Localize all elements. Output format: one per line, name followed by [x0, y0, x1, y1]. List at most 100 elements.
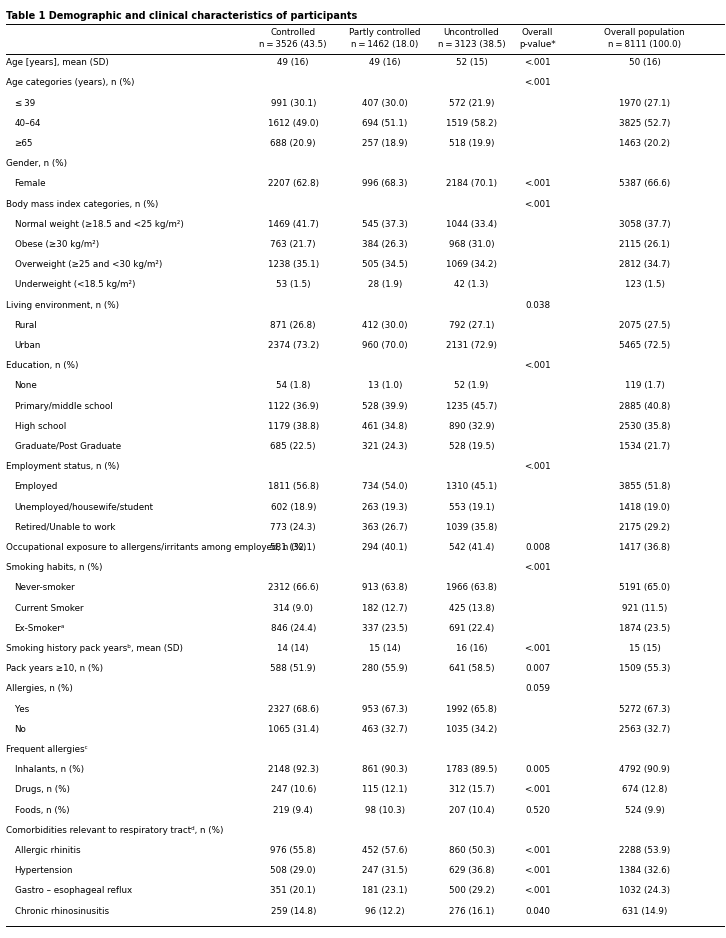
Text: 0.059: 0.059 [525, 685, 550, 693]
Text: <.001: <.001 [524, 462, 551, 471]
Text: 2288 (53.9): 2288 (53.9) [619, 846, 670, 855]
Text: 182 (12.7): 182 (12.7) [362, 603, 408, 613]
Text: Rural: Rural [15, 321, 37, 330]
Text: 280 (55.9): 280 (55.9) [362, 664, 408, 673]
Text: Uncontrolled: Uncontrolled [444, 28, 499, 38]
Text: 207 (10.4): 207 (10.4) [449, 806, 494, 814]
Text: Inhalants, n (%): Inhalants, n (%) [15, 765, 83, 774]
Text: 1039 (35.8): 1039 (35.8) [446, 522, 497, 532]
Text: <.001: <.001 [524, 886, 551, 896]
Text: 14 (14): 14 (14) [277, 644, 309, 653]
Text: 49 (16): 49 (16) [370, 58, 401, 68]
Text: 1992 (65.8): 1992 (65.8) [446, 704, 497, 714]
Text: Drugs, n (%): Drugs, n (%) [15, 785, 70, 794]
Text: 553 (19.1): 553 (19.1) [449, 503, 494, 511]
Text: 3855 (51.8): 3855 (51.8) [619, 482, 670, 492]
Text: 463 (32.7): 463 (32.7) [362, 725, 408, 734]
Text: 407 (30.0): 407 (30.0) [362, 98, 408, 108]
Text: 694 (51.1): 694 (51.1) [362, 119, 408, 128]
Text: <.001: <.001 [524, 58, 551, 68]
Text: n = 8111 (100.0): n = 8111 (100.0) [608, 40, 681, 50]
Text: 312 (15.7): 312 (15.7) [449, 785, 494, 794]
Text: 0.007: 0.007 [525, 664, 550, 673]
Text: 1519 (58.2): 1519 (58.2) [446, 119, 497, 128]
Text: 1418 (19.0): 1418 (19.0) [619, 503, 670, 511]
Text: Retired/Unable to work: Retired/Unable to work [15, 522, 115, 532]
Text: Allergies, n (%): Allergies, n (%) [6, 685, 73, 693]
Text: Age [years], mean (SD): Age [years], mean (SD) [6, 58, 109, 68]
Text: 542 (41.4): 542 (41.4) [449, 543, 494, 552]
Text: 1065 (31.4): 1065 (31.4) [268, 725, 319, 734]
Text: Overall: Overall [522, 28, 553, 38]
Text: 500 (29.2): 500 (29.2) [449, 886, 494, 896]
Text: Partly controlled: Partly controlled [349, 28, 421, 38]
Text: Living environment, n (%): Living environment, n (%) [6, 300, 119, 310]
Text: 53 (1.5): 53 (1.5) [276, 280, 311, 289]
Text: Gender, n (%): Gender, n (%) [6, 159, 67, 168]
Text: 247 (31.5): 247 (31.5) [362, 866, 408, 875]
Text: n = 3526 (43.5): n = 3526 (43.5) [259, 40, 327, 50]
Text: 5191 (65.0): 5191 (65.0) [619, 583, 670, 593]
Text: n = 3123 (38.5): n = 3123 (38.5) [438, 40, 505, 50]
Text: 219 (9.4): 219 (9.4) [274, 806, 313, 814]
Text: 15 (15): 15 (15) [629, 644, 661, 653]
Text: 2327 (68.6): 2327 (68.6) [268, 704, 319, 714]
Text: <.001: <.001 [524, 200, 551, 208]
Text: 921 (11.5): 921 (11.5) [622, 603, 667, 613]
Text: 1384 (32.6): 1384 (32.6) [619, 866, 670, 875]
Text: 54 (1.8): 54 (1.8) [276, 382, 311, 390]
Text: 518 (19.9): 518 (19.9) [449, 139, 494, 148]
Text: Urban: Urban [15, 340, 41, 350]
Text: 0.005: 0.005 [525, 765, 550, 774]
Text: 524 (9.9): 524 (9.9) [625, 806, 664, 814]
Text: <.001: <.001 [524, 563, 551, 572]
Text: 247 (10.6): 247 (10.6) [271, 785, 316, 794]
Text: High school: High school [15, 422, 66, 431]
Text: Gastro – esophageal reflux: Gastro – esophageal reflux [15, 886, 131, 896]
Text: 181 (23.1): 181 (23.1) [362, 886, 408, 896]
Text: 631 (14.9): 631 (14.9) [622, 906, 667, 915]
Text: 528 (19.5): 528 (19.5) [449, 442, 494, 451]
Text: 294 (40.1): 294 (40.1) [362, 543, 408, 552]
Text: Comorbidities relevant to respiratory tractᵈ, n (%): Comorbidities relevant to respiratory tr… [6, 825, 224, 835]
Text: <.001: <.001 [524, 361, 551, 371]
Text: 861 (90.3): 861 (90.3) [362, 765, 408, 774]
Text: 763 (21.7): 763 (21.7) [271, 240, 316, 249]
Text: 685 (22.5): 685 (22.5) [271, 442, 316, 451]
Text: 1970 (27.1): 1970 (27.1) [619, 98, 670, 108]
Text: 321 (24.3): 321 (24.3) [362, 442, 408, 451]
Text: 98 (10.3): 98 (10.3) [365, 806, 405, 814]
Text: 28 (1.9): 28 (1.9) [368, 280, 402, 289]
Text: 5465 (72.5): 5465 (72.5) [619, 340, 670, 350]
Text: 5272 (67.3): 5272 (67.3) [619, 704, 670, 714]
Text: Graduate/Post Graduate: Graduate/Post Graduate [15, 442, 121, 451]
Text: 276 (16.1): 276 (16.1) [449, 906, 494, 915]
Text: 259 (14.8): 259 (14.8) [271, 906, 316, 915]
Text: Unemployed/housewife/student: Unemployed/housewife/student [15, 503, 153, 511]
Text: Allergic rhinitis: Allergic rhinitis [15, 846, 80, 855]
Text: 2530 (35.8): 2530 (35.8) [619, 422, 670, 431]
Text: 674 (12.8): 674 (12.8) [622, 785, 667, 794]
Text: 1417 (36.8): 1417 (36.8) [619, 543, 670, 552]
Text: 96 (12.2): 96 (12.2) [365, 906, 405, 915]
Text: Smoking habits, n (%): Smoking habits, n (%) [6, 563, 102, 572]
Text: Current Smoker: Current Smoker [15, 603, 83, 613]
Text: 1035 (34.2): 1035 (34.2) [446, 725, 497, 734]
Text: 257 (18.9): 257 (18.9) [362, 139, 408, 148]
Text: Frequent allergiesᶜ: Frequent allergiesᶜ [6, 745, 88, 754]
Text: 792 (27.1): 792 (27.1) [449, 321, 494, 330]
Text: 1469 (41.7): 1469 (41.7) [268, 219, 319, 229]
Text: 2885 (40.8): 2885 (40.8) [619, 401, 670, 411]
Text: Age categories (years), n (%): Age categories (years), n (%) [6, 79, 134, 87]
Text: 1179 (38.8): 1179 (38.8) [268, 422, 319, 431]
Text: 0.008: 0.008 [525, 543, 550, 552]
Text: 351 (20.1): 351 (20.1) [271, 886, 316, 896]
Text: 5387 (66.6): 5387 (66.6) [619, 179, 670, 189]
Text: Normal weight (≥18.5 and <25 kg/m²): Normal weight (≥18.5 and <25 kg/m²) [15, 219, 184, 229]
Text: <.001: <.001 [524, 866, 551, 875]
Text: 996 (68.3): 996 (68.3) [362, 179, 408, 189]
Text: 337 (23.5): 337 (23.5) [362, 624, 408, 633]
Text: 2374 (73.2): 2374 (73.2) [268, 340, 319, 350]
Text: 1463 (20.2): 1463 (20.2) [619, 139, 670, 148]
Text: 0.520: 0.520 [525, 806, 550, 814]
